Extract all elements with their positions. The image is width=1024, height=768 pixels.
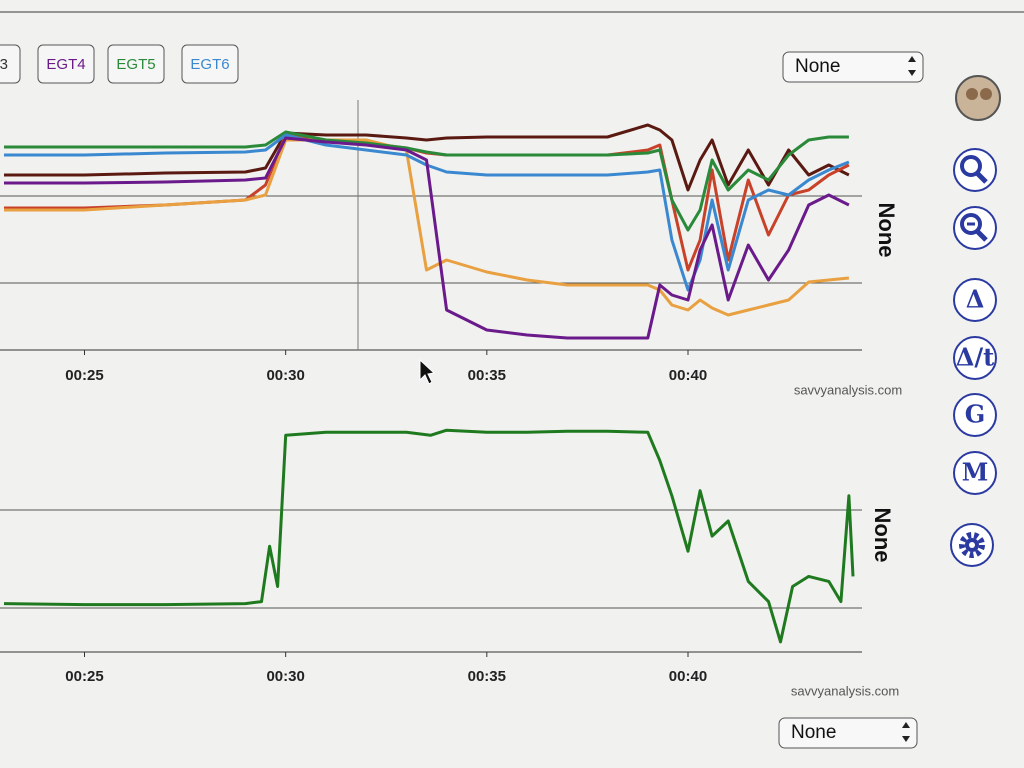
zoom-handle — [975, 229, 988, 242]
legend-button[interactable] — [181, 44, 239, 84]
legend-button[interactable] — [37, 44, 95, 84]
gear — [959, 532, 985, 558]
dropdown-value: None — [791, 722, 836, 743]
legend-button-label: EGT4 — [46, 56, 85, 73]
watermark: savvyanalysis.com — [794, 382, 902, 397]
legend-button[interactable] — [0, 44, 21, 84]
series-line — [4, 130, 849, 232]
x-tick-label: 00:25 — [65, 367, 103, 384]
x-tick-label: 00:40 — [669, 668, 707, 685]
tool-label: Δ/t — [956, 343, 994, 372]
legend-button-label: EGT6 — [190, 56, 229, 73]
gear — [969, 542, 975, 548]
dropdown[interactable] — [778, 717, 918, 749]
legend-button-label: 3 — [0, 56, 8, 73]
x-tick-label: 00:35 — [468, 668, 506, 685]
series-line — [4, 133, 850, 292]
mouse-cursor — [419, 358, 436, 385]
tool-button[interactable] — [953, 336, 997, 380]
dropdown-arrow — [908, 70, 916, 76]
series-line — [4, 123, 850, 192]
x-tick-label: 00:40 — [669, 367, 707, 384]
tool-label: Δ — [966, 285, 985, 314]
zoom-handle — [975, 171, 988, 184]
tool-button[interactable] — [953, 451, 997, 495]
tool-circle — [953, 148, 997, 192]
dropdown-arrow — [902, 722, 910, 728]
dropdown-value: None — [795, 56, 840, 77]
dropdown-arrow — [908, 56, 916, 62]
x-tick-label: 00:30 — [266, 668, 304, 685]
dropdown-arrow — [902, 736, 910, 742]
tool-label: M — [962, 458, 989, 487]
series-line — [4, 138, 850, 317]
settings-button[interactable] — [950, 523, 994, 567]
avatar-detail — [966, 88, 978, 100]
tool-label: G — [965, 400, 986, 429]
x-tick-label: 00:30 — [266, 367, 304, 384]
series-line — [4, 136, 850, 340]
tool-circle — [953, 206, 997, 250]
y-axis-label: None — [874, 203, 899, 258]
watermark: savvyanalysis.com — [791, 683, 899, 698]
x-tick-label: 00:25 — [65, 668, 103, 685]
y-axis-label: None — [870, 508, 895, 563]
avatar[interactable] — [955, 75, 1001, 121]
x-tick-label: 00:35 — [468, 367, 506, 384]
zoom-out-button[interactable] — [953, 206, 997, 250]
zoom-lens — [960, 155, 982, 177]
zoom-in-button[interactable] — [953, 148, 997, 192]
series-line — [3, 428, 855, 644]
zoom-lens — [960, 213, 982, 235]
avatar-detail — [980, 88, 992, 100]
tool-button[interactable] — [953, 278, 997, 322]
legend-button[interactable] — [107, 44, 165, 84]
legend-button-label: EGT5 — [116, 56, 155, 73]
tool-button[interactable] — [953, 393, 997, 437]
dropdown[interactable] — [782, 51, 924, 83]
